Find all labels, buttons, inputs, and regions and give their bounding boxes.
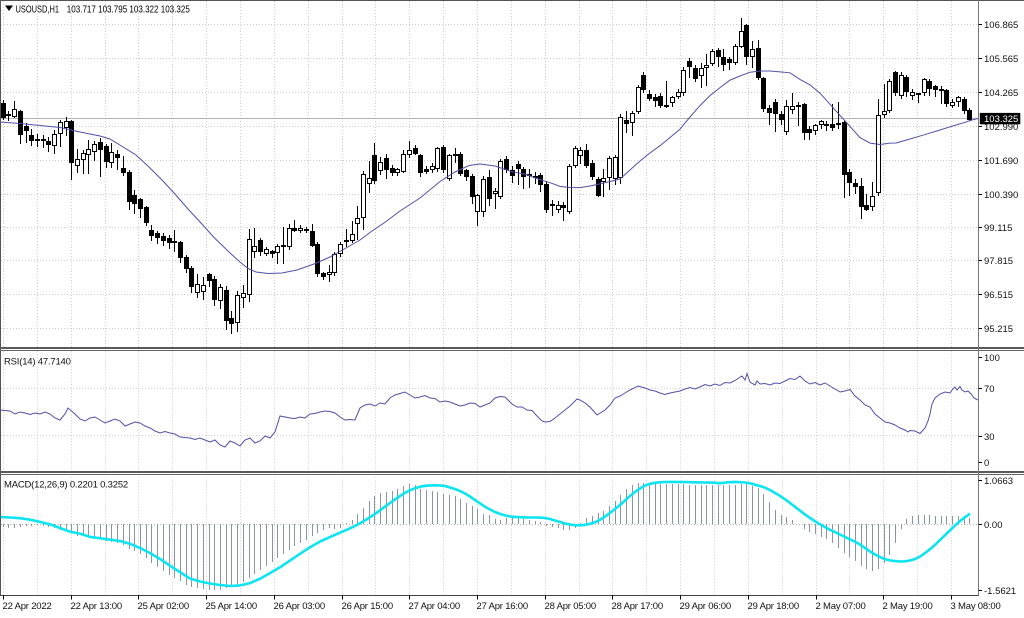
svg-text:95.215: 95.215 xyxy=(984,324,1013,335)
svg-text:0: 0 xyxy=(984,458,989,469)
svg-text:26 Apr 15:00: 26 Apr 15:00 xyxy=(342,601,393,612)
svg-text:103.325: 103.325 xyxy=(984,114,1018,125)
svg-text:0.00: 0.00 xyxy=(984,520,1003,531)
svg-text:RSI(14) 47.7140: RSI(14) 47.7140 xyxy=(4,356,71,367)
svg-text:70: 70 xyxy=(984,384,995,395)
svg-text:28 Apr 17:00: 28 Apr 17:00 xyxy=(612,601,663,612)
svg-text:100: 100 xyxy=(984,353,1000,364)
svg-text:27 Apr 16:00: 27 Apr 16:00 xyxy=(477,601,528,612)
svg-text:106.865: 106.865 xyxy=(984,20,1018,31)
svg-text:1.0663: 1.0663 xyxy=(984,476,1013,487)
svg-text:22 Apr 13:00: 22 Apr 13:00 xyxy=(71,601,122,612)
svg-text:-1.5621: -1.5621 xyxy=(984,586,1016,597)
svg-text:105.565: 105.565 xyxy=(984,54,1018,65)
svg-text:103.717 103.795 103.322 103.32: 103.717 103.795 103.322 103.325 xyxy=(67,4,190,16)
svg-text:101.690: 101.690 xyxy=(984,156,1018,167)
svg-text:22 Apr 2022: 22 Apr 2022 xyxy=(3,601,52,612)
svg-text:28 Apr 05:00: 28 Apr 05:00 xyxy=(545,601,596,612)
svg-text:25 Apr 14:00: 25 Apr 14:00 xyxy=(206,601,257,612)
svg-text:2 May 07:00: 2 May 07:00 xyxy=(816,601,866,612)
svg-text:3 May 08:00: 3 May 08:00 xyxy=(951,601,1001,612)
svg-text:100.390: 100.390 xyxy=(984,190,1018,201)
svg-text:29 Apr 06:00: 29 Apr 06:00 xyxy=(680,601,731,612)
svg-text:96.515: 96.515 xyxy=(984,290,1013,301)
svg-text:26 Apr 03:00: 26 Apr 03:00 xyxy=(274,601,325,612)
svg-text:99.115: 99.115 xyxy=(984,223,1012,234)
svg-text:29 Apr 18:00: 29 Apr 18:00 xyxy=(748,601,799,612)
svg-text:30: 30 xyxy=(984,432,995,443)
svg-text:USOUSD,H1: USOUSD,H1 xyxy=(16,4,60,16)
svg-text:27 Apr 04:00: 27 Apr 04:00 xyxy=(409,601,460,612)
svg-text:104.265: 104.265 xyxy=(984,88,1018,99)
svg-text:2 May 19:00: 2 May 19:00 xyxy=(883,601,933,612)
svg-text:97.815: 97.815 xyxy=(984,256,1013,267)
svg-text:MACD(12,26,9) 0.2201 0.3252: MACD(12,26,9) 0.2201 0.3252 xyxy=(4,479,128,490)
svg-text:102.990: 102.990 xyxy=(984,122,1018,133)
svg-text:25 Apr 02:00: 25 Apr 02:00 xyxy=(138,601,189,612)
